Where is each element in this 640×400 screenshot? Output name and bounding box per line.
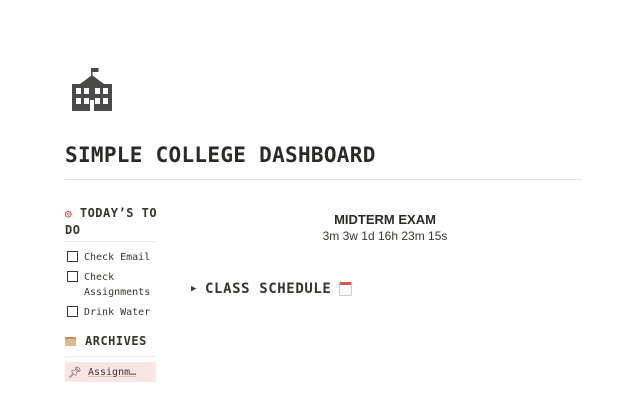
todo-item[interactable]: Check Email [67, 250, 150, 265]
countdown-widget: MIDTERM EXAM 3m 3w 1d 16h 23m 15s [270, 212, 500, 243]
page-title: SIMPLE COLLEGE DASHBOARD [65, 143, 376, 167]
archives-heading: ARCHIVES [65, 334, 147, 348]
archive-link-assignments[interactable]: 📌︎ Assignm… [65, 362, 156, 382]
triangle-right-icon[interactable]: ▶ [191, 284, 198, 294]
todo-item[interactable]: Check Assignments [67, 270, 157, 300]
class-schedule-toggle[interactable]: ▶ CLASS SCHEDULE [191, 281, 353, 297]
todo-heading: ◎ TODAY’S TO DO [65, 206, 158, 237]
divider [65, 179, 582, 180]
countdown-title: MIDTERM EXAM [334, 212, 436, 227]
calendar-icon [339, 282, 353, 296]
divider [65, 241, 156, 242]
divider [65, 356, 156, 357]
countdown-remaining: 3m 3w 1d 16h 23m 15s [322, 229, 448, 243]
checkbox[interactable] [67, 271, 78, 282]
checkbox[interactable] [67, 306, 78, 317]
todo-item[interactable]: Drink Water [67, 305, 150, 320]
school-building-icon [72, 68, 112, 111]
target-icon: ◎ [65, 207, 73, 220]
pushpin-icon: 📌︎ [68, 365, 82, 379]
checkbox[interactable] [67, 251, 78, 262]
card-file-box-icon [65, 336, 76, 346]
